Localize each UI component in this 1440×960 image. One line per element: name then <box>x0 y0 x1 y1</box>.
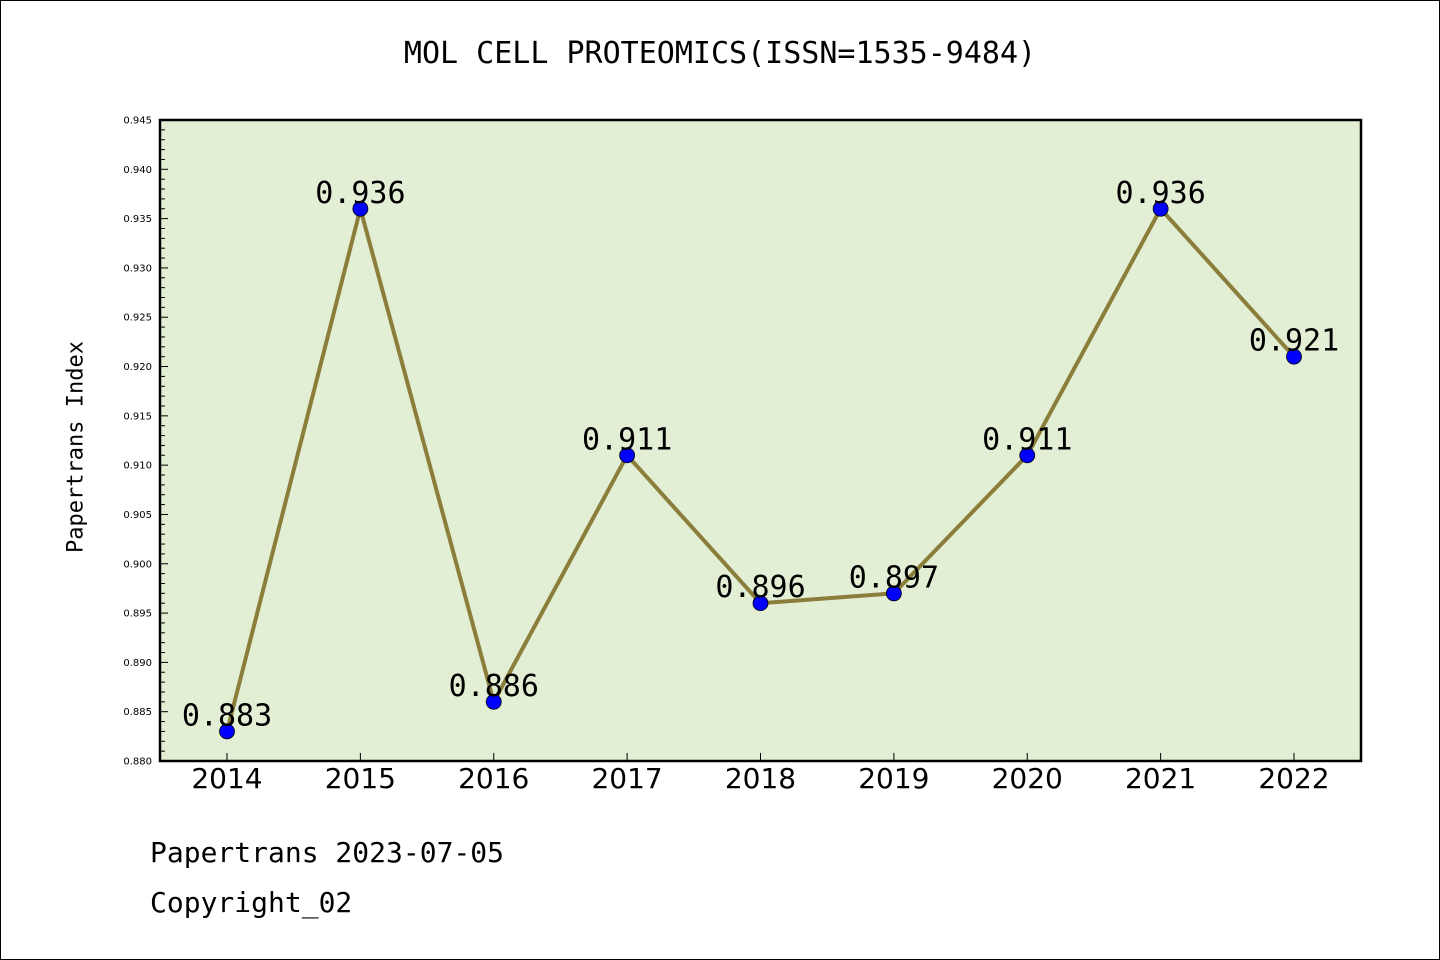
y-tick-label: 0.915 <box>123 411 152 422</box>
x-tick-label: 2022 <box>1258 762 1329 795</box>
data-label: 0.936 <box>1115 176 1205 211</box>
data-label: 0.886 <box>449 669 539 704</box>
x-tick-label: 2021 <box>1125 762 1196 795</box>
y-tick-label: 0.940 <box>123 165 152 176</box>
data-label: 0.921 <box>1249 324 1339 359</box>
data-point <box>352 200 369 217</box>
data-label: 0.897 <box>849 560 939 595</box>
x-axis-ticks: 2014 2015 2016 2017 2018 2019 2020 2021 2022 <box>191 753 1330 795</box>
data-label: 0.883 <box>182 698 272 733</box>
y-tick-label: 0.920 <box>123 362 152 373</box>
data-label: 0.936 <box>315 176 405 211</box>
y-tick-label: 0.885 <box>123 707 152 718</box>
data-point <box>619 447 636 464</box>
x-tick-label: 2018 <box>725 762 796 795</box>
data-point <box>1152 200 1169 217</box>
x-tick-label: 2015 <box>325 762 396 795</box>
plot-area <box>160 120 1361 761</box>
data-point <box>752 595 769 612</box>
data-point <box>885 585 902 602</box>
data-point <box>1286 348 1302 365</box>
x-tick-label: 2017 <box>591 762 662 795</box>
x-tick-label: 2019 <box>858 762 929 795</box>
data-label: 0.911 <box>582 422 672 457</box>
plot-border <box>158 118 1363 763</box>
footer-copyright: Copyright_02 <box>150 886 353 919</box>
data-point <box>485 693 502 710</box>
y-axis-ticks: 0.880 0.885 0.890 0.895 0.900 0.905 0.910 0.915… <box>123 116 168 768</box>
data-label: 0.911 <box>982 422 1072 457</box>
y-tick-label: 0.935 <box>123 214 152 225</box>
y-tick-label: 0.880 <box>123 757 152 768</box>
y-tick-label: 0.905 <box>123 510 152 521</box>
y-tick-label: 0.890 <box>123 658 152 669</box>
y-tick-label: 0.925 <box>123 313 152 324</box>
footer-date: Papertrans 2023-07-05 <box>150 836 505 869</box>
data-label: 0.896 <box>715 570 805 605</box>
y-tick-label: 0.930 <box>123 263 152 274</box>
x-tick-label: 2020 <box>992 762 1063 795</box>
chart-title: MOL CELL PROTEOMICS(ISSN=1535-9484) <box>403 36 1037 71</box>
y-tick-label: 0.895 <box>123 609 152 620</box>
data-labels: 0.883 0.936 0.886 0.911 0.896 0.897 0.911 0.936… <box>182 176 1339 734</box>
data-point <box>1019 447 1036 464</box>
data-markers <box>219 200 1302 740</box>
y-tick-label: 0.910 <box>123 461 152 472</box>
y-tick-label: 0.945 <box>123 116 152 127</box>
x-tick-label: 2016 <box>458 762 529 795</box>
x-tick-label: 2014 <box>191 762 262 795</box>
y-tick-label: 0.900 <box>123 559 152 570</box>
data-point <box>219 723 235 740</box>
